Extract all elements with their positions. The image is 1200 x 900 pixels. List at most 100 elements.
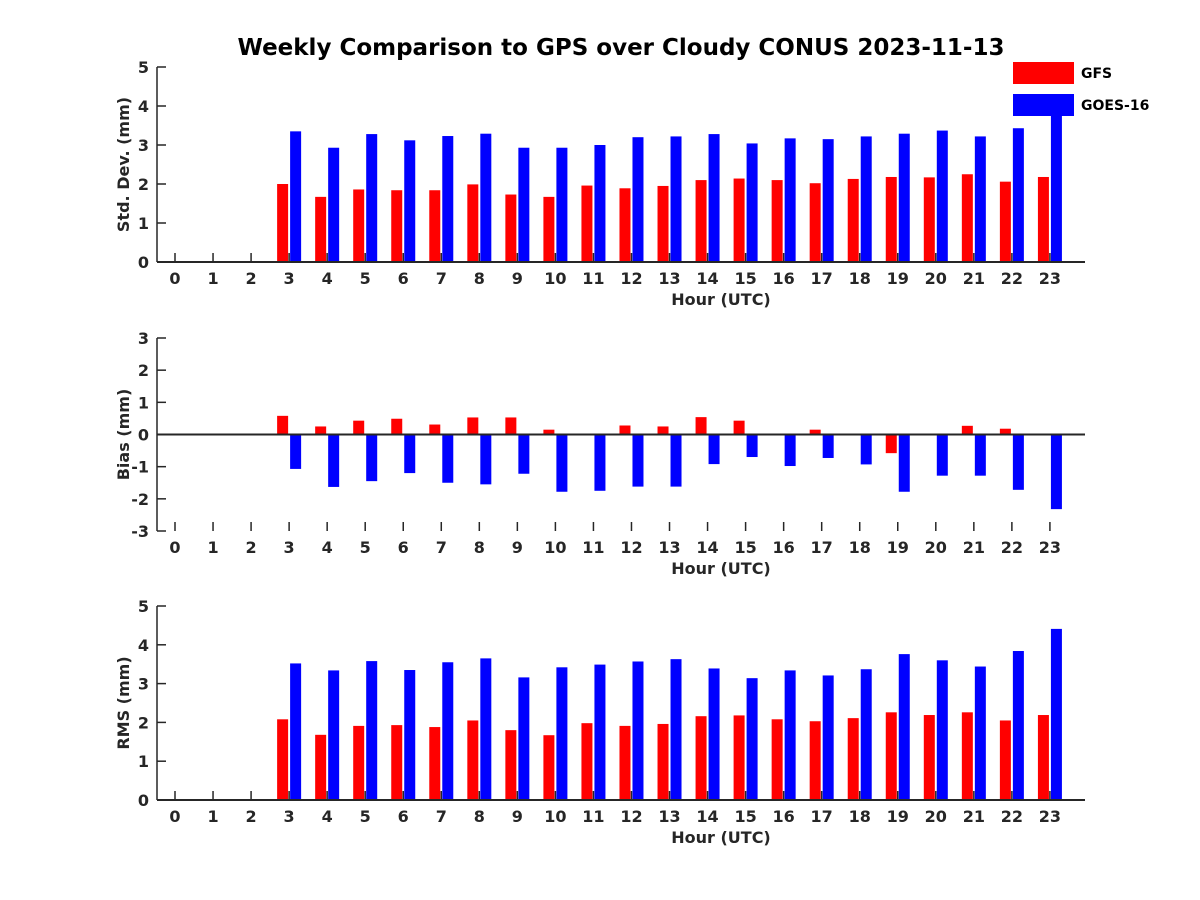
bar-gfs-hour-5 bbox=[353, 420, 365, 435]
bar-goes-16-hour-11 bbox=[594, 434, 606, 491]
bar-goes-16-hour-3 bbox=[290, 663, 302, 800]
y-tick-label: 5 bbox=[138, 597, 149, 616]
x-tick-label: 20 bbox=[925, 538, 947, 557]
legend-label-goes-16: GOES-16 bbox=[1081, 98, 1149, 114]
bar-gfs-hour-21 bbox=[961, 712, 973, 800]
y-tick-label: 1 bbox=[138, 393, 149, 412]
bar-goes-16-hour-17 bbox=[822, 675, 834, 800]
x-tick-label: 19 bbox=[887, 269, 909, 288]
x-tick-label: 3 bbox=[284, 538, 295, 557]
y-tick-label: 0 bbox=[138, 426, 149, 445]
bar-gfs-hour-7 bbox=[429, 727, 441, 800]
legend: GFS GOES-16 bbox=[1013, 62, 1149, 116]
y-tick-label: -3 bbox=[131, 522, 149, 541]
bar-gfs-hour-10 bbox=[543, 735, 555, 800]
bar-goes-16-hour-8 bbox=[480, 133, 492, 262]
bar-goes-16-hour-19 bbox=[898, 133, 910, 262]
x-tick-label: 2 bbox=[246, 538, 257, 557]
bar-goes-16-hour-16 bbox=[784, 138, 796, 262]
x-tick-label: 6 bbox=[398, 269, 409, 288]
bar-goes-16-hour-4 bbox=[328, 434, 340, 487]
x-tick-label: 2 bbox=[246, 269, 257, 288]
bar-goes-16-hour-14 bbox=[708, 134, 720, 262]
bar-goes-16-hour-15 bbox=[746, 434, 758, 458]
x-tick-label: 0 bbox=[169, 269, 180, 288]
legend-swatch-gfs bbox=[1013, 62, 1074, 84]
bar-goes-16-hour-15 bbox=[746, 143, 758, 262]
bar-goes-16-hour-11 bbox=[594, 145, 606, 262]
x-tick-label: 14 bbox=[696, 269, 718, 288]
bar-gfs-hour-23 bbox=[1037, 176, 1049, 262]
x-axis-label: Hour (UTC) bbox=[671, 290, 771, 309]
x-tick-label: 23 bbox=[1039, 538, 1061, 557]
bar-goes-16-hour-21 bbox=[974, 434, 986, 476]
x-tick-label: 17 bbox=[811, 269, 833, 288]
x-tick-label: 14 bbox=[696, 538, 718, 557]
x-axis-label: Hour (UTC) bbox=[671, 559, 771, 578]
bar-gfs-hour-20 bbox=[923, 177, 935, 262]
bar-gfs-hour-14 bbox=[695, 716, 707, 800]
y-axis-label: Std. Dev. (mm) bbox=[114, 97, 133, 232]
y-tick-label: 3 bbox=[138, 136, 149, 155]
bar-goes-16-hour-19 bbox=[898, 434, 910, 492]
bar-goes-16-hour-21 bbox=[974, 136, 986, 262]
bar-goes-16-hour-5 bbox=[366, 434, 378, 482]
legend-label-gfs: GFS bbox=[1081, 66, 1112, 82]
bar-gfs-hour-18 bbox=[847, 178, 859, 262]
bar-gfs-hour-12 bbox=[619, 188, 631, 262]
x-tick-label: 6 bbox=[398, 538, 409, 557]
bar-goes-16-hour-7 bbox=[442, 662, 454, 800]
legend-swatch-goes-16 bbox=[1013, 94, 1074, 116]
x-tick-label: 21 bbox=[963, 538, 985, 557]
x-tick-label: 7 bbox=[436, 807, 447, 826]
x-tick-label: 20 bbox=[925, 269, 947, 288]
bar-goes-16-hour-9 bbox=[518, 434, 530, 474]
bar-goes-16-hour-19 bbox=[898, 654, 910, 800]
y-tick-label: 0 bbox=[138, 253, 149, 272]
bar-gfs-hour-15 bbox=[733, 420, 745, 435]
y-tick-label: 4 bbox=[138, 97, 149, 116]
bar-goes-16-hour-23 bbox=[1050, 114, 1062, 262]
bar-goes-16-hour-14 bbox=[708, 668, 720, 800]
x-tick-label: 14 bbox=[696, 807, 718, 826]
bar-goes-16-hour-4 bbox=[328, 147, 340, 262]
y-tick-label: 1 bbox=[138, 214, 149, 233]
bar-gfs-hour-11 bbox=[581, 723, 593, 800]
bar-goes-16-hour-18 bbox=[860, 136, 872, 262]
x-tick-label: 4 bbox=[322, 538, 333, 557]
bar-goes-16-hour-3 bbox=[290, 131, 302, 262]
y-tick-label: 0 bbox=[138, 791, 149, 810]
x-tick-label: 16 bbox=[773, 269, 795, 288]
bar-goes-16-hour-23 bbox=[1050, 628, 1062, 800]
x-tick-label: 4 bbox=[322, 269, 333, 288]
bar-gfs-hour-21 bbox=[961, 425, 973, 435]
x-tick-label: 17 bbox=[811, 538, 833, 557]
bar-goes-16-hour-22 bbox=[1012, 434, 1024, 490]
bar-gfs-hour-14 bbox=[695, 180, 707, 262]
bar-gfs-hour-19 bbox=[885, 176, 897, 262]
x-tick-label: 19 bbox=[887, 538, 909, 557]
x-tick-label: 1 bbox=[207, 269, 218, 288]
y-tick-label: 2 bbox=[138, 361, 149, 380]
bar-gfs-hour-3 bbox=[277, 184, 289, 262]
bar-goes-16-hour-10 bbox=[556, 147, 568, 262]
bar-goes-16-hour-5 bbox=[366, 661, 378, 800]
x-tick-label: 8 bbox=[474, 807, 485, 826]
bar-gfs-hour-11 bbox=[581, 185, 593, 262]
bar-gfs-hour-10 bbox=[543, 196, 555, 262]
y-axis-label: Bias (mm) bbox=[114, 389, 133, 481]
bar-goes-16-hour-8 bbox=[480, 658, 492, 800]
bar-gfs-hour-3 bbox=[277, 719, 289, 800]
bar-gfs-hour-17 bbox=[809, 429, 821, 435]
bar-goes-16-hour-4 bbox=[328, 670, 340, 800]
x-tick-label: 11 bbox=[582, 269, 604, 288]
bar-goes-16-hour-12 bbox=[632, 434, 644, 487]
x-tick-label: 15 bbox=[734, 807, 756, 826]
x-tick-label: 10 bbox=[544, 538, 566, 557]
x-tick-label: 12 bbox=[620, 807, 642, 826]
bar-goes-16-hour-6 bbox=[404, 140, 416, 262]
bar-gfs-hour-7 bbox=[429, 190, 441, 262]
bar-gfs-hour-9 bbox=[505, 730, 517, 800]
